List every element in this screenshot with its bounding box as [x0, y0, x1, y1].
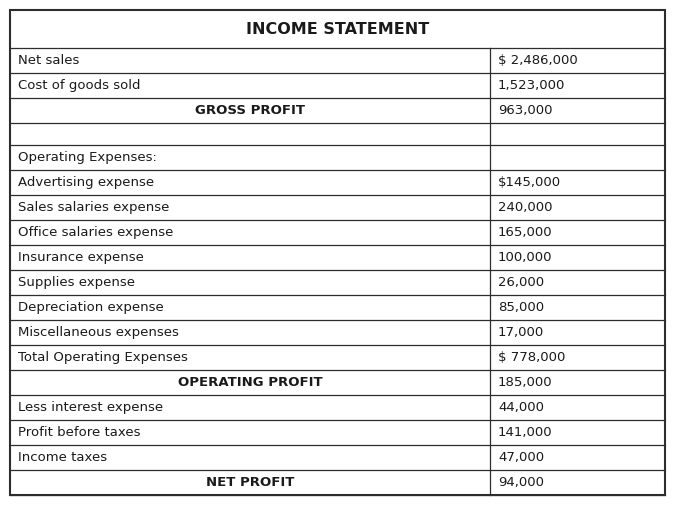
Text: Profit before taxes: Profit before taxes: [18, 426, 140, 439]
Text: 185,000: 185,000: [498, 376, 553, 389]
Text: 26,000: 26,000: [498, 276, 544, 289]
Text: Supplies expense: Supplies expense: [18, 276, 135, 289]
Text: 1,523,000: 1,523,000: [498, 79, 566, 92]
Text: $145,000: $145,000: [498, 176, 561, 189]
Text: Sales salaries expense: Sales salaries expense: [18, 201, 169, 214]
Text: $ 778,000: $ 778,000: [498, 351, 566, 364]
Text: 100,000: 100,000: [498, 251, 553, 264]
Text: NET PROFIT: NET PROFIT: [206, 476, 294, 489]
Text: Operating Expenses:: Operating Expenses:: [18, 151, 157, 164]
Text: 963,000: 963,000: [498, 104, 553, 117]
Text: OPERATING PROFIT: OPERATING PROFIT: [178, 376, 323, 389]
Text: Depreciation expense: Depreciation expense: [18, 301, 164, 314]
Text: Total Operating Expenses: Total Operating Expenses: [18, 351, 188, 364]
Text: Miscellaneous expenses: Miscellaneous expenses: [18, 326, 179, 339]
Text: 94,000: 94,000: [498, 476, 544, 489]
Text: Office salaries expense: Office salaries expense: [18, 226, 173, 239]
Text: 47,000: 47,000: [498, 451, 544, 464]
Text: Net sales: Net sales: [18, 54, 80, 67]
Text: INCOME STATEMENT: INCOME STATEMENT: [246, 22, 429, 37]
Text: 165,000: 165,000: [498, 226, 553, 239]
Text: Cost of goods sold: Cost of goods sold: [18, 79, 140, 92]
Text: 141,000: 141,000: [498, 426, 553, 439]
Text: 44,000: 44,000: [498, 401, 544, 414]
Text: 85,000: 85,000: [498, 301, 544, 314]
Text: Income taxes: Income taxes: [18, 451, 107, 464]
Text: Advertising expense: Advertising expense: [18, 176, 154, 189]
Text: GROSS PROFIT: GROSS PROFIT: [195, 104, 305, 117]
Text: 17,000: 17,000: [498, 326, 544, 339]
Text: Less interest expense: Less interest expense: [18, 401, 163, 414]
Text: 240,000: 240,000: [498, 201, 553, 214]
Text: Insurance expense: Insurance expense: [18, 251, 144, 264]
Text: $ 2,486,000: $ 2,486,000: [498, 54, 578, 67]
